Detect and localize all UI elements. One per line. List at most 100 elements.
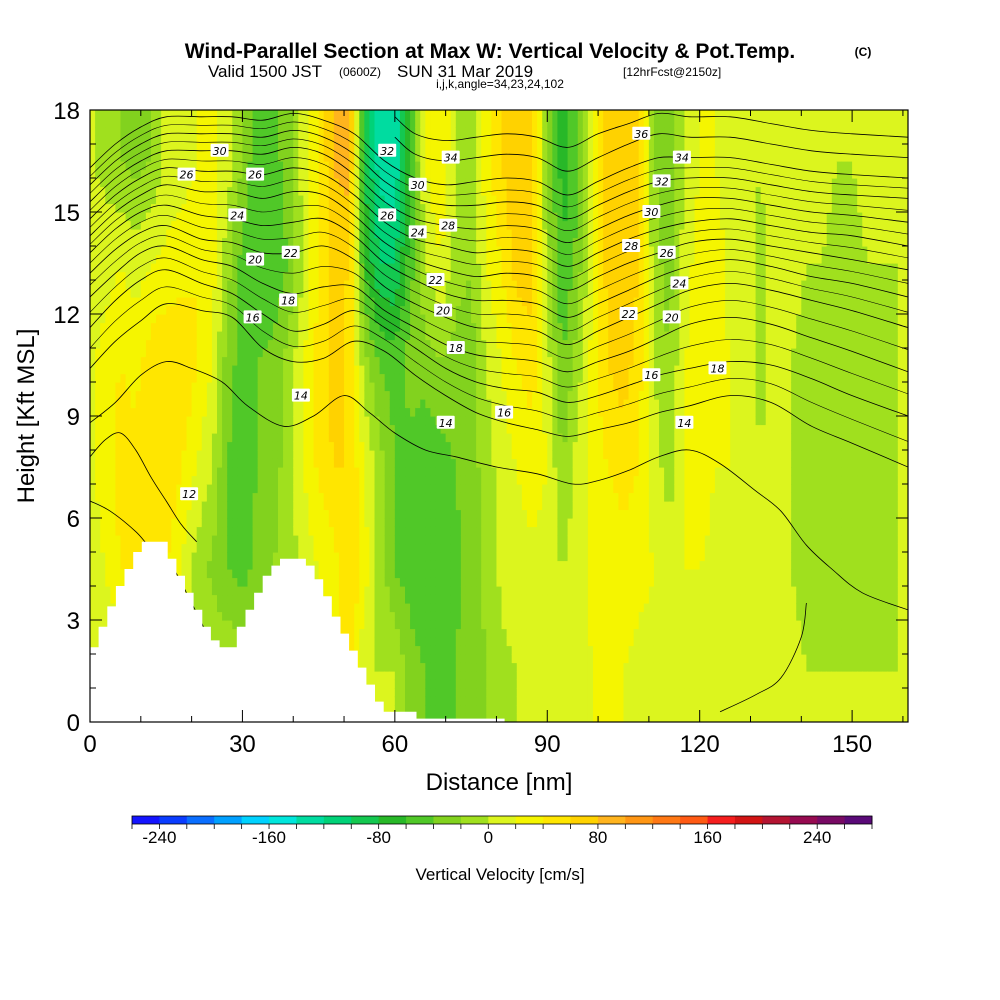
velocity-cell	[227, 467, 233, 477]
velocity-cell	[435, 594, 442, 604]
velocity-cell	[293, 161, 299, 171]
velocity-cell	[420, 203, 426, 213]
velocity-cell	[374, 603, 381, 613]
velocity-cell	[349, 535, 355, 545]
velocity-cell	[95, 492, 101, 502]
velocity-cell	[150, 467, 157, 477]
velocity-cell	[150, 152, 157, 162]
velocity-cell	[222, 110, 228, 120]
velocity-cell	[145, 322, 152, 332]
velocity-cell	[150, 127, 157, 137]
velocity-cell	[262, 373, 269, 383]
velocity-cell	[399, 203, 406, 213]
velocity-cell	[232, 161, 238, 171]
velocity-cell	[364, 645, 371, 655]
velocity-cell	[156, 118, 162, 128]
velocity-cell	[186, 458, 193, 468]
velocity-cell	[135, 186, 142, 196]
velocity-cell	[176, 501, 183, 511]
velocity-cell	[410, 696, 416, 706]
velocity-cell	[161, 458, 167, 468]
velocity-cell	[354, 186, 360, 196]
velocity-cell	[237, 526, 244, 536]
velocity-cell	[211, 424, 218, 434]
velocity-cell	[394, 577, 401, 587]
velocity-cell	[410, 501, 416, 511]
velocity-cell	[120, 390, 127, 400]
velocity-cell	[415, 603, 421, 613]
velocity-cell	[293, 314, 299, 324]
velocity-cell	[410, 560, 416, 570]
velocity-cell	[399, 611, 406, 621]
velocity-cell	[267, 424, 274, 434]
velocity-cell	[166, 110, 172, 120]
velocity-cell	[318, 195, 325, 205]
velocity-cell	[354, 331, 360, 341]
velocity-cell	[425, 127, 432, 137]
velocity-cell	[196, 237, 203, 247]
velocity-cell	[186, 356, 193, 366]
velocity-cell	[364, 603, 371, 613]
velocity-cell	[333, 416, 340, 426]
velocity-cell	[166, 314, 172, 324]
velocity-cell	[293, 543, 299, 553]
velocity-cell	[430, 696, 437, 706]
velocity-cell	[125, 212, 132, 222]
velocity-cell	[313, 467, 320, 477]
velocity-cell	[120, 246, 127, 256]
velocity-cell	[181, 348, 188, 358]
velocity-cell	[181, 407, 188, 417]
velocity-cell	[201, 458, 208, 468]
velocity-cell	[100, 552, 106, 562]
velocity-cell	[140, 297, 147, 307]
velocity-cell	[196, 603, 203, 613]
velocity-cell	[323, 382, 330, 392]
velocity-cell	[227, 314, 233, 324]
velocity-cell	[288, 441, 294, 451]
velocity-cell	[379, 526, 386, 536]
velocity-cell	[222, 407, 228, 417]
velocity-cell	[394, 365, 401, 375]
velocity-cell	[379, 152, 386, 162]
velocity-cell	[196, 220, 203, 230]
velocity-cell	[257, 467, 264, 477]
velocity-cell	[374, 577, 381, 587]
velocity-cell	[394, 339, 401, 349]
velocity-cell	[425, 110, 432, 120]
velocity-cell	[237, 314, 244, 324]
velocity-cell	[344, 288, 350, 298]
velocity-cell	[318, 271, 325, 281]
velocity-cell	[369, 390, 376, 400]
velocity-cell	[120, 195, 127, 205]
velocity-cell	[374, 135, 381, 145]
velocity-cell	[328, 450, 335, 460]
velocity-cell	[354, 611, 360, 621]
velocity-cell	[435, 509, 442, 519]
velocity-cell	[211, 577, 218, 587]
velocity-cell	[135, 339, 142, 349]
velocity-cell	[191, 305, 198, 315]
velocity-cell	[394, 127, 401, 137]
velocity-cell	[405, 407, 411, 417]
velocity-cell	[389, 246, 396, 256]
velocity-cell	[140, 246, 147, 256]
velocity-cell	[100, 543, 106, 553]
velocity-cell	[201, 382, 208, 392]
velocity-cell	[166, 178, 172, 188]
velocity-cell	[232, 560, 238, 570]
velocity-cell	[211, 237, 218, 247]
velocity-cell	[313, 560, 320, 570]
velocity-cell	[379, 611, 386, 621]
velocity-cell	[161, 263, 167, 273]
velocity-cell	[399, 271, 406, 281]
velocity-cell	[328, 492, 335, 502]
velocity-cell	[140, 110, 147, 120]
velocity-cell	[333, 501, 340, 511]
velocity-cell	[232, 390, 238, 400]
velocity-cell	[420, 492, 426, 502]
velocity-cell	[298, 458, 304, 468]
velocity-cell	[288, 484, 294, 494]
velocity-cell	[181, 450, 188, 460]
velocity-cell	[318, 509, 325, 519]
velocity-cell	[232, 484, 238, 494]
